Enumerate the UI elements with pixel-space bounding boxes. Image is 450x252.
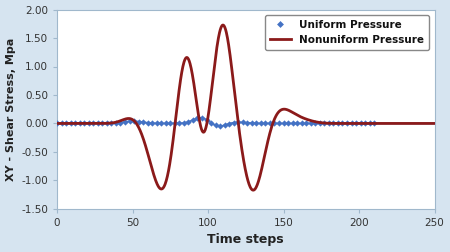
Nonuniform Pressure: [221, 24, 226, 27]
Uniform Pressure: [213, 124, 218, 127]
Uniform Pressure: [54, 122, 60, 125]
Uniform Pressure: [63, 122, 69, 125]
Uniform Pressure: [362, 122, 368, 125]
X-axis label: Time steps: Time steps: [207, 233, 284, 246]
Nonuniform Pressure: [356, 122, 362, 125]
Nonuniform Pressure: [93, 122, 98, 125]
Line: Nonuniform Pressure: Nonuniform Pressure: [57, 25, 435, 190]
Nonuniform Pressure: [54, 122, 60, 125]
Nonuniform Pressure: [432, 122, 437, 125]
Legend: Uniform Pressure, Nonuniform Pressure: Uniform Pressure, Nonuniform Pressure: [265, 15, 429, 50]
Line: Uniform Pressure: Uniform Pressure: [55, 116, 376, 129]
Uniform Pressure: [217, 125, 223, 128]
Uniform Pressure: [99, 122, 105, 125]
Uniform Pressure: [371, 122, 377, 125]
Nonuniform Pressure: [251, 189, 256, 192]
Nonuniform Pressure: [207, 104, 212, 107]
Uniform Pressure: [349, 122, 354, 125]
Uniform Pressure: [254, 122, 259, 125]
Y-axis label: XY - Shear Stress, Mpa: XY - Shear Stress, Mpa: [5, 38, 16, 181]
Nonuniform Pressure: [350, 122, 355, 125]
Nonuniform Pressure: [220, 23, 225, 26]
Nonuniform Pressure: [315, 120, 320, 123]
Uniform Pressure: [199, 116, 205, 119]
